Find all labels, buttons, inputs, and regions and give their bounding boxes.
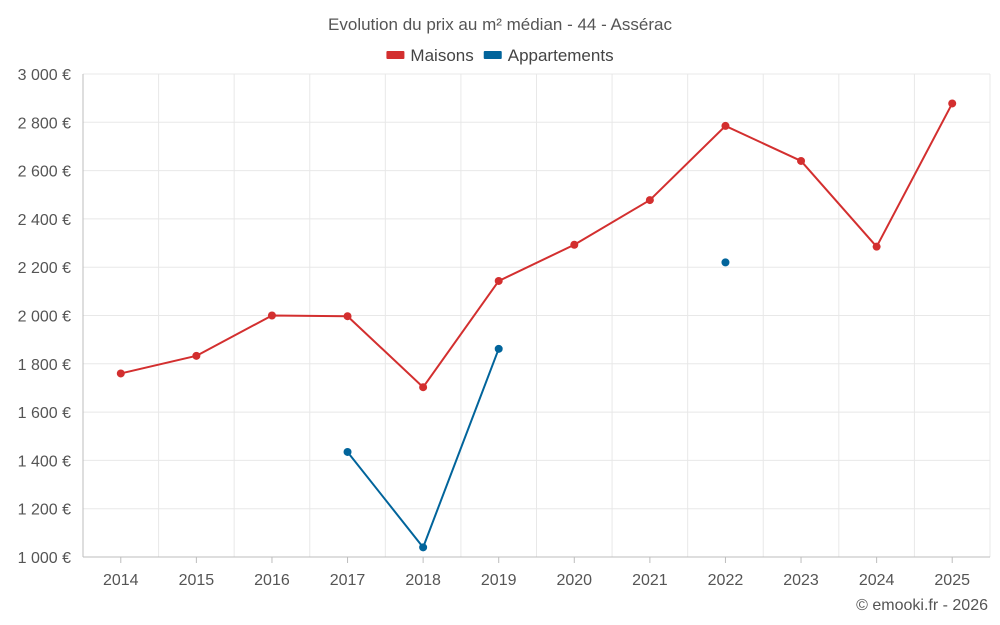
data-point-maisons[interactable]: [570, 240, 579, 249]
data-point-appartements[interactable]: [721, 258, 730, 267]
series-line-maisons: [120, 102, 954, 389]
legend-label: Maisons: [410, 46, 473, 65]
x-tick-label: 2019: [481, 572, 517, 589]
data-point-appartements[interactable]: [343, 447, 352, 456]
x-tick-label: 2022: [708, 572, 744, 589]
x-tick-label: 2020: [556, 572, 592, 589]
data-point-maisons[interactable]: [343, 312, 352, 321]
y-tick-label: 1 600 €: [18, 405, 71, 422]
y-tick-label: 1 400 €: [18, 453, 71, 470]
legend-item-appartements[interactable]: Appartements: [483, 46, 614, 65]
y-tick-label: 1 200 €: [18, 502, 71, 519]
legend-label: Appartements: [508, 46, 614, 65]
x-tick-label: 2023: [783, 572, 819, 589]
y-tick-label: 2 600 €: [18, 164, 71, 181]
data-point-maisons[interactable]: [797, 156, 806, 165]
y-tick-label: 1 000 €: [18, 550, 71, 567]
data-point-appartements[interactable]: [494, 344, 503, 353]
data-point-maisons[interactable]: [872, 242, 881, 251]
x-tick-label: 2015: [179, 572, 215, 589]
x-tick-label: 2025: [934, 572, 970, 589]
y-tick-label: 2 400 €: [18, 212, 71, 229]
y-tick-label: 2 800 €: [18, 115, 71, 132]
x-tick-label: 2024: [859, 572, 895, 589]
x-tick-label: 2021: [632, 572, 668, 589]
x-axis-ticks: 2014 2015 2016 2017 2018 2019 2020 2021 2022 2023…: [103, 557, 970, 589]
data-point-maisons[interactable]: [721, 121, 730, 130]
legend-swatch: [483, 51, 502, 59]
legend: Maisons Appartements: [386, 46, 614, 65]
data-point-maisons[interactable]: [494, 276, 503, 285]
legend-swatch: [386, 51, 405, 59]
y-tick-label: 2 000 €: [18, 309, 71, 326]
x-tick-label: 2018: [405, 572, 441, 589]
chart-title: Evolution du prix au m² médian - 44 - As…: [328, 15, 672, 34]
y-tick-label: 2 200 €: [18, 260, 71, 277]
x-tick-label: 2017: [330, 572, 366, 589]
x-tick-label: 2016: [254, 572, 290, 589]
y-tick-label: 1 800 €: [18, 357, 71, 374]
series-points: [116, 99, 957, 552]
data-point-appartements[interactable]: [419, 543, 428, 552]
credit-text: © emooki.fr - 2026: [856, 597, 988, 614]
y-tick-label: 3 000 €: [18, 67, 71, 84]
y-axis-ticks: 1 000 € 1 200 € 1 400 € 1 600 € 1 800 € 2 000…: [18, 67, 71, 567]
data-point-maisons[interactable]: [645, 196, 654, 205]
legend-item-maisons[interactable]: Maisons: [386, 46, 474, 65]
series-line-appartements: [346, 348, 500, 549]
data-point-maisons[interactable]: [116, 369, 125, 378]
data-point-maisons[interactable]: [948, 99, 957, 108]
data-point-maisons[interactable]: [267, 311, 276, 320]
data-point-maisons[interactable]: [419, 383, 428, 392]
data-point-maisons[interactable]: [192, 351, 201, 360]
axes: [82, 74, 990, 558]
x-tick-label: 2014: [103, 572, 139, 589]
